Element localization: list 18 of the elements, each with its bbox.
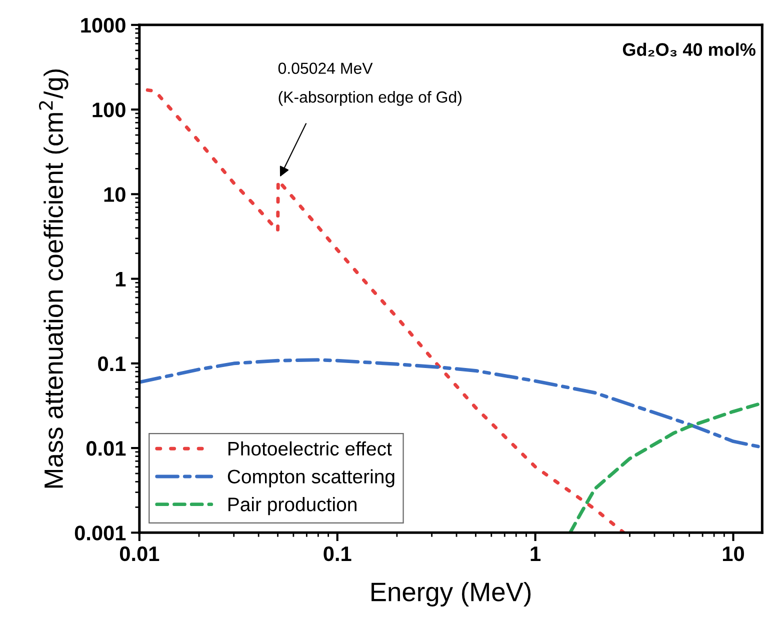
annotation: 0.05024 MeV (K-absorption edge of Gd) [278, 62, 462, 106]
y-tick-label: 0.001 [74, 526, 126, 540]
x-tick-label: 1 [530, 546, 541, 561]
legend-label: Pair production [228, 497, 356, 516]
y-tick-label: 1 [116, 272, 126, 286]
y-tick-label: 1000 [81, 18, 126, 33]
y-tick-label: 10 [104, 187, 126, 202]
legend-label: Photoelectric effect [228, 441, 392, 456]
x-tick-label: 10 [722, 546, 744, 562]
legend-label: Compton scattering [228, 469, 394, 488]
y-tick-label: 0.01 [86, 441, 126, 456]
y-tick-label: 100 [92, 102, 126, 118]
y-axis-title: Mass attenuation coefficient (cm$^{2}$/g) [38, 69, 68, 488]
x-tick-label: 0.01 [120, 546, 160, 562]
y-tick-label: 0.1 [98, 356, 126, 372]
x-tick-label: 0.1 [324, 546, 352, 562]
x-axis-title: Energy (MeV) [372, 582, 531, 607]
annotation: Gd₂O₃ 40 mol% [622, 42, 756, 56]
